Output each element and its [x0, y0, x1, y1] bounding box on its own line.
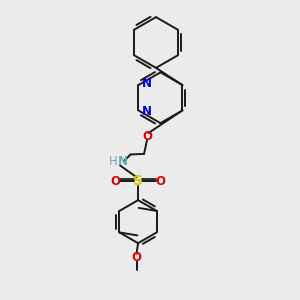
Text: N: N	[118, 155, 128, 168]
Text: O: O	[132, 251, 142, 264]
Text: O: O	[111, 175, 121, 188]
Text: O: O	[142, 130, 152, 143]
Text: S: S	[133, 174, 143, 188]
Text: N: N	[142, 105, 152, 118]
Text: H: H	[108, 155, 117, 168]
Text: N: N	[142, 77, 152, 90]
Text: O: O	[155, 175, 166, 188]
